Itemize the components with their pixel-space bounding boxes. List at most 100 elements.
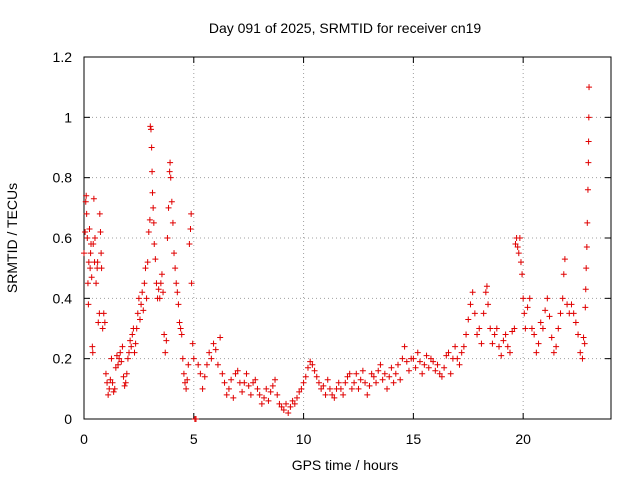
data-point	[146, 216, 153, 223]
data-point	[524, 304, 531, 311]
data-point	[147, 123, 154, 130]
data-point	[150, 204, 157, 211]
data-point	[364, 391, 371, 398]
data-point	[142, 265, 149, 272]
data-point	[399, 355, 406, 362]
data-point	[265, 397, 272, 404]
data-point	[320, 382, 327, 389]
data-point	[171, 250, 178, 257]
data-point	[185, 361, 192, 368]
data-point	[118, 358, 125, 365]
data-point	[95, 319, 102, 326]
y-tick-label: 0.2	[53, 351, 73, 367]
data-point	[192, 416, 199, 422]
data-point	[272, 376, 279, 383]
data-point	[120, 373, 127, 380]
data-point	[512, 241, 519, 248]
data-point	[436, 370, 443, 377]
data-point	[397, 376, 404, 383]
y-tick-label: 0.8	[53, 170, 73, 186]
data-point	[145, 228, 152, 235]
data-point	[289, 397, 296, 404]
data-point	[147, 126, 154, 133]
data-point	[452, 343, 459, 350]
data-point	[509, 328, 516, 335]
data-point	[157, 280, 164, 287]
data-point	[469, 289, 476, 296]
data-point	[582, 286, 589, 293]
data-point	[430, 358, 437, 365]
data-point	[568, 301, 575, 308]
data-point	[311, 367, 318, 374]
data-point	[108, 355, 115, 362]
data-point	[384, 385, 391, 392]
data-point	[214, 361, 221, 368]
data-point	[583, 244, 590, 251]
data-point	[405, 367, 412, 374]
data-point	[432, 367, 439, 374]
data-point	[528, 325, 535, 332]
data-point	[521, 310, 528, 317]
data-point	[155, 286, 162, 293]
data-point	[117, 349, 124, 356]
chart-title: Day 091 of 2025, SRMTID for receiver cn1…	[209, 20, 482, 36]
data-point	[269, 382, 276, 389]
data-point	[506, 349, 513, 356]
data-point	[307, 358, 314, 365]
data-point	[138, 301, 145, 308]
x-tick-label: 20	[515, 431, 531, 447]
data-point	[522, 325, 529, 332]
data-point	[199, 385, 206, 392]
data-point	[85, 259, 92, 266]
y-axis-label: SRMTID / TECUs	[4, 183, 20, 293]
data-point	[386, 373, 393, 380]
data-point	[471, 310, 478, 317]
data-point	[94, 259, 101, 266]
data-point	[151, 241, 158, 248]
data-point	[131, 349, 138, 356]
data-point	[309, 361, 316, 368]
data-point	[401, 343, 408, 350]
data-point	[542, 307, 549, 314]
data-point	[93, 280, 100, 287]
data-point	[126, 349, 133, 356]
data-point	[121, 382, 128, 389]
data-point	[425, 364, 432, 371]
data-point	[293, 394, 300, 401]
data-point	[254, 385, 261, 392]
data-point	[344, 373, 351, 380]
data-point	[353, 370, 360, 377]
data-point	[412, 364, 419, 371]
data-point	[217, 334, 224, 341]
data-point	[434, 361, 441, 368]
data-point	[89, 349, 96, 356]
data-point	[223, 391, 230, 398]
x-axis-label: GPS time / hours	[292, 457, 399, 473]
y-tick-label: 1	[64, 109, 72, 125]
data-point	[570, 310, 577, 317]
data-point	[160, 289, 167, 296]
data-point	[298, 385, 305, 392]
data-point	[243, 370, 250, 377]
data-point	[315, 379, 322, 386]
data-point	[86, 225, 93, 232]
data-point	[410, 355, 417, 362]
data-point	[91, 235, 98, 241]
data-point	[172, 265, 179, 272]
data-point	[291, 400, 298, 407]
data-point	[296, 388, 303, 395]
data-point	[83, 192, 90, 199]
data-point	[152, 256, 159, 263]
data-point	[454, 355, 461, 362]
data-point	[381, 370, 388, 377]
data-point	[366, 382, 373, 389]
data-point	[104, 379, 111, 386]
data-point	[179, 355, 186, 362]
data-point	[129, 331, 136, 338]
data-point	[183, 385, 190, 392]
data-point	[256, 391, 263, 398]
data-point	[102, 370, 109, 377]
data-point	[203, 361, 210, 368]
data-point	[88, 274, 95, 281]
